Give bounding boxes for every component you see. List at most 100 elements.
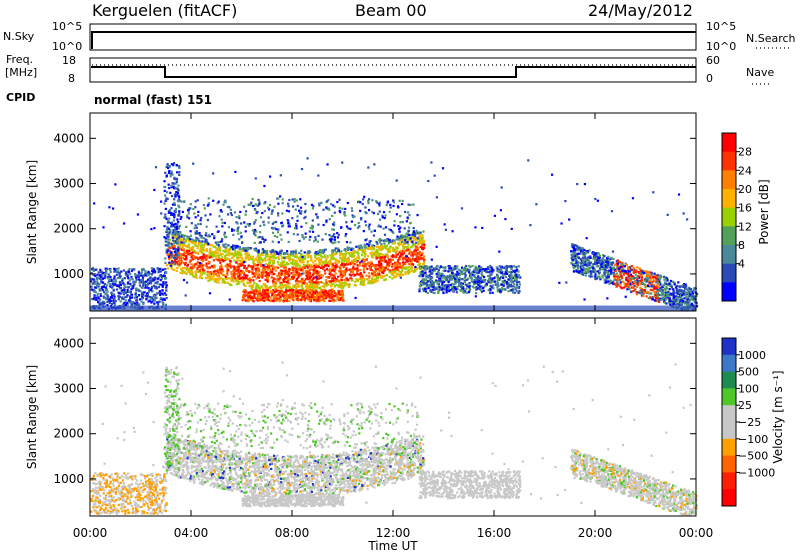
data-cell [462,269,466,272]
data-cell [351,262,354,265]
data-cell [235,272,238,276]
data-cell [319,276,322,280]
data-cell [402,242,406,245]
data-cell [176,242,179,245]
data-cell [155,301,159,304]
data-cell [267,253,270,256]
data-cell [228,254,231,257]
data-cell [286,219,289,222]
data-cell [274,257,277,260]
data-cell [302,282,305,285]
data-cell [105,269,108,272]
data-cell [322,223,325,227]
data-cell [372,247,375,251]
data-cell [413,268,417,271]
data-cell [243,273,246,276]
data-cell [140,286,143,289]
data-cell [323,254,326,257]
data-cell [191,247,194,251]
data-cell [147,286,150,290]
data-cell [271,222,274,225]
data-cell [95,277,98,281]
data-cell [319,251,322,254]
data-cell [312,287,315,290]
data-cell [118,272,121,275]
data-cell [216,248,219,251]
data-cell [496,290,499,293]
data-cell [146,286,149,289]
data-cell [134,299,138,302]
data-cell [274,284,277,288]
data-cell [244,253,247,256]
data-cell [266,275,270,279]
data-cell [314,285,318,288]
data-cell [296,298,299,301]
data-cell [297,289,301,292]
data-cell [325,275,328,279]
data-cell [402,240,406,243]
data-cell [288,287,291,290]
data-cell [173,250,176,253]
data-cell [172,185,175,188]
data-cell [330,203,333,206]
data-cell [193,242,196,245]
data-cell [173,201,176,205]
data-cell [385,253,389,256]
data-cell [303,290,306,293]
data-cell [334,268,337,271]
data-cell [142,267,145,271]
data-cell [398,239,401,242]
data-cell [389,206,392,209]
data-cell [165,289,168,292]
data-cell [258,296,261,299]
data-cell [274,290,277,294]
data-cell [383,266,386,270]
data-cell [327,269,330,272]
data-cell [148,289,151,292]
data-cell [283,291,287,294]
data-cell [356,256,359,259]
data-cell [415,247,418,250]
data-cell [140,268,144,271]
data-cell [117,298,120,301]
data-cell [125,295,128,298]
data-cell [513,283,516,286]
data-cell [270,290,273,293]
data-cell [136,303,139,307]
data-cell [110,279,114,283]
data-cell [340,278,343,282]
data-cell [409,222,412,225]
data-cell [199,256,202,259]
data-cell [185,255,188,258]
data-cell [206,273,209,276]
data-cell [460,288,463,292]
data-cell [99,294,102,298]
data-cell [456,265,459,268]
freq-label-1: Freq. [6,53,33,66]
data-cell [164,271,168,274]
data-cell [461,282,465,285]
data-cell [158,291,161,294]
data-cell [249,203,252,206]
data-cell [491,271,494,274]
data-cell [153,302,156,305]
data-cell [265,287,268,290]
data-cell [273,205,276,208]
data-cell [450,274,453,277]
data-cell [174,182,177,185]
data-cell [359,209,362,213]
data-cell [340,283,343,286]
data-cell [196,247,199,250]
data-cell [281,294,284,297]
data-cell [306,263,309,266]
data-cell [395,266,399,269]
data-cell [502,276,505,279]
data-cell [322,261,326,264]
data-cell [192,255,195,258]
data-cell [322,281,325,285]
data-cell [239,251,242,254]
data-cell [305,271,308,274]
data-cell [162,268,165,271]
data-cell [338,209,341,212]
